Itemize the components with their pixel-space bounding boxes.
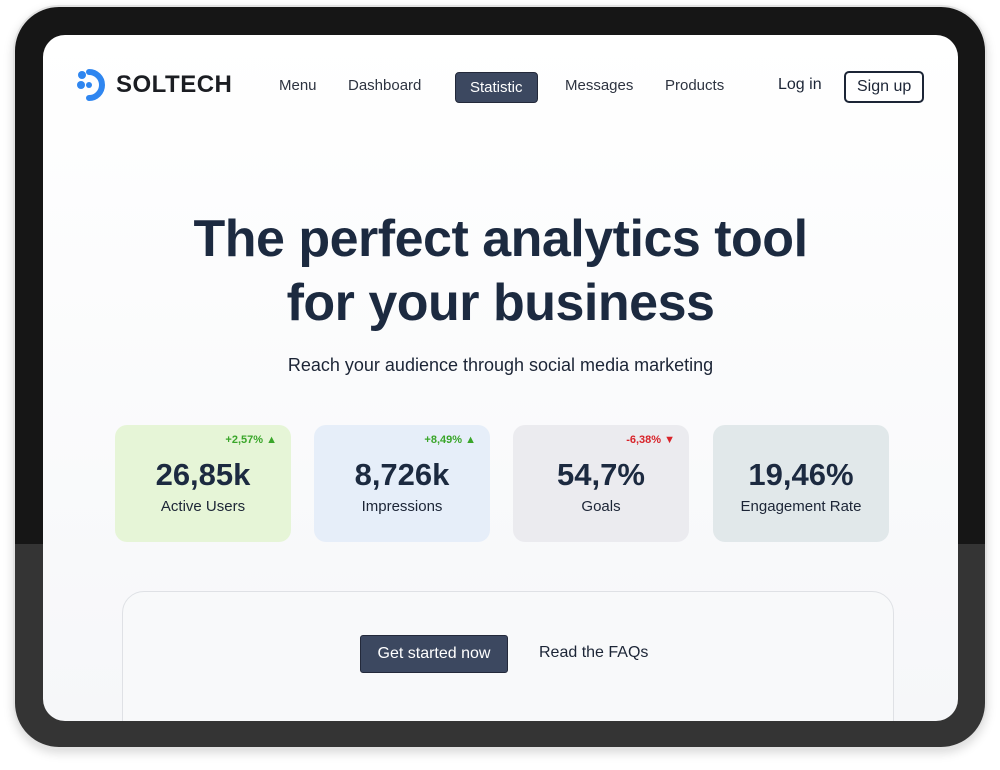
logo-icon <box>77 69 105 101</box>
hero-subtitle: Reach your audience through social media… <box>287 355 714 375</box>
brand-name: SOLTECH <box>116 71 233 98</box>
arrow-up-icon: ▲ <box>465 434 476 446</box>
stat-change: +2,57% ▲ <box>225 434 277 446</box>
stat-card-engagement: 19,46% Engagement Rate <box>713 425 889 542</box>
arrow-down-icon: ▼ <box>664 434 675 446</box>
stat-label: Active Users <box>160 498 246 515</box>
logo[interactable]: SOLTECH <box>76 69 232 101</box>
signup-button[interactable]: Sign up <box>844 71 925 103</box>
nav-products[interactable]: Products <box>665 77 725 94</box>
navbar: SOLTECH Menu Dashboard Statistic Message… <box>43 35 958 135</box>
screen: SOLTECH Menu Dashboard Statistic Message… <box>43 35 958 721</box>
nav-dashboard[interactable]: Dashboard <box>348 77 422 94</box>
stat-change: +8,49% ▲ <box>424 434 476 446</box>
stat-value: 19,46% <box>748 457 854 492</box>
nav-menu[interactable]: Menu <box>279 77 317 94</box>
read-faqs-link[interactable]: Read the FAQs <box>539 644 649 661</box>
stat-value: 26,85k <box>155 457 251 492</box>
login-link[interactable]: Log in <box>778 76 822 93</box>
stat-label: Impressions <box>361 498 443 515</box>
nav-statistic[interactable]: Statistic <box>455 72 538 103</box>
stat-value: 8,726k <box>354 457 450 492</box>
nav-messages[interactable]: Messages <box>565 77 634 94</box>
cta-panel <box>122 591 894 721</box>
stat-change: -6,38% ▼ <box>626 434 675 446</box>
get-started-button[interactable]: Get started now <box>360 635 508 673</box>
hero-line-2: for your business <box>286 274 715 332</box>
hero-title: The perfect analytics tool for your busi… <box>43 207 958 335</box>
stat-value: 54,7% <box>557 457 645 492</box>
arrow-up-icon: ▲ <box>266 434 277 446</box>
stat-card-impressions: +8,49% ▲ 8,726k Impressions <box>314 425 490 542</box>
hero-line-1: The perfect analytics tool <box>193 210 808 268</box>
stat-card-active-users: +2,57% ▲ 26,85k Active Users <box>115 425 291 542</box>
stat-label: Goals <box>581 498 621 515</box>
stat-label: Engagement Rate <box>740 498 862 515</box>
stat-card-goals: -6,38% ▼ 54,7% Goals <box>513 425 689 542</box>
